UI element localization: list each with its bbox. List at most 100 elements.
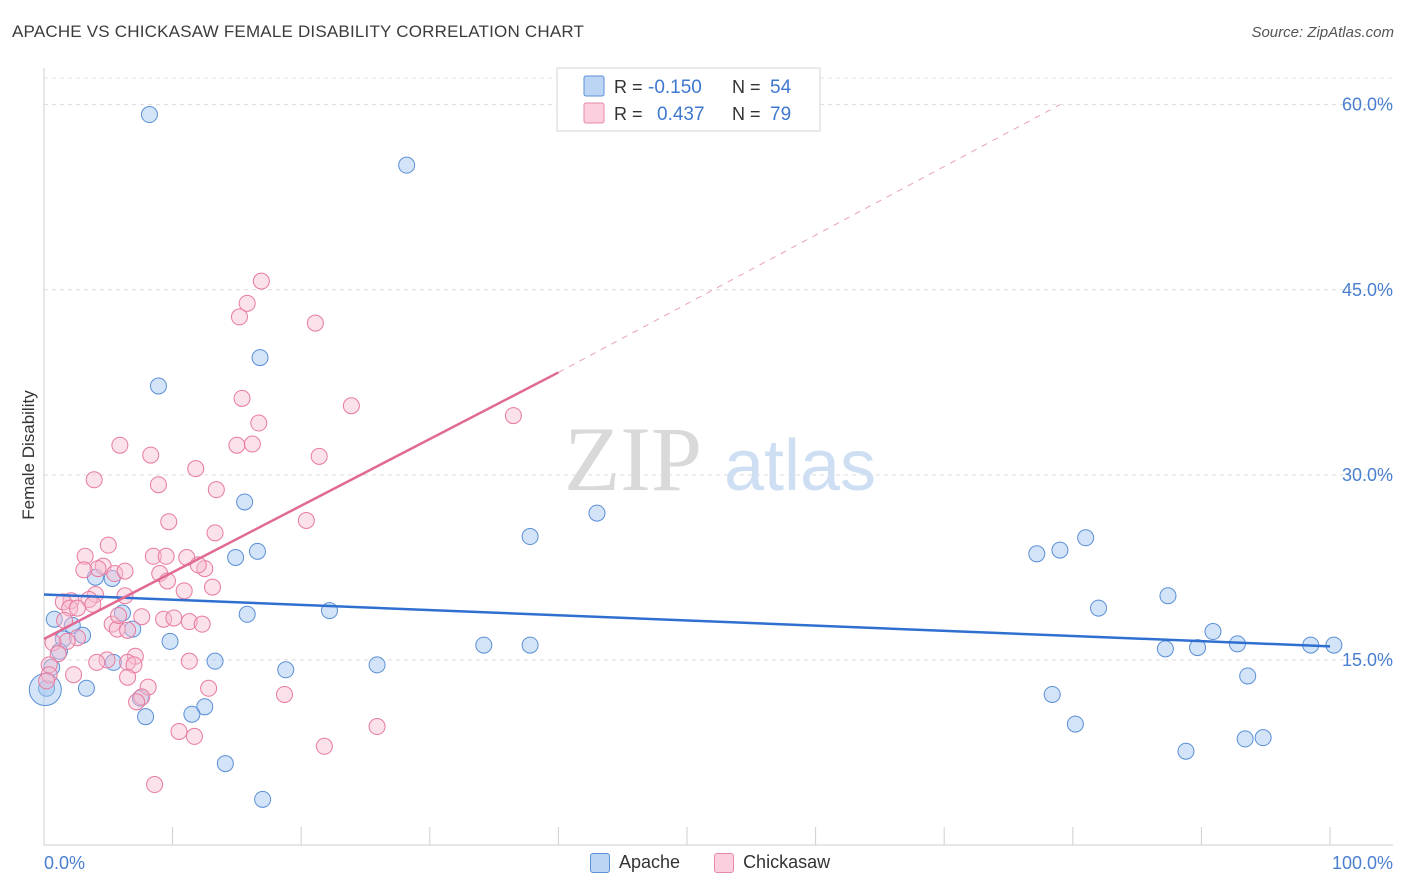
chickasaw-point[interactable] xyxy=(89,560,107,578)
chickasaw-point[interactable] xyxy=(250,414,268,432)
apache-point[interactable] xyxy=(398,156,416,174)
apache-point[interactable] xyxy=(227,549,245,567)
chickasaw-point[interactable] xyxy=(175,582,193,600)
apache-point[interactable] xyxy=(251,349,269,367)
chickasaw-point[interactable] xyxy=(103,615,121,633)
chickasaw-point[interactable] xyxy=(185,727,203,745)
chickasaw-point[interactable] xyxy=(88,653,106,671)
chickasaw-point[interactable] xyxy=(228,436,246,454)
apache-point[interactable] xyxy=(38,679,56,697)
apache-point[interactable] xyxy=(161,632,179,650)
chickasaw-point[interactable] xyxy=(504,407,522,425)
chickasaw-point[interactable] xyxy=(306,314,324,332)
apache-point[interactable] xyxy=(140,106,158,124)
apache-point[interactable] xyxy=(196,698,214,716)
chickasaw-point[interactable] xyxy=(133,688,151,706)
chickasaw-point[interactable] xyxy=(106,565,124,583)
legend-item-chickasaw[interactable]: Chickasaw xyxy=(714,852,830,873)
chickasaw-point[interactable] xyxy=(68,599,86,617)
apache-point[interactable] xyxy=(1028,545,1046,563)
apache-point[interactable] xyxy=(1236,730,1254,748)
chickasaw-point[interactable] xyxy=(275,685,293,703)
chickasaw-point[interactable] xyxy=(297,511,315,529)
chickasaw-point[interactable] xyxy=(180,613,198,631)
chickasaw-point[interactable] xyxy=(139,678,157,696)
apache-point[interactable] xyxy=(1159,587,1177,605)
chickasaw-point[interactable] xyxy=(85,471,103,489)
chickasaw-point[interactable] xyxy=(243,435,261,453)
apache-point[interactable] xyxy=(1204,623,1222,641)
legend-item-apache[interactable]: Apache xyxy=(590,852,680,873)
apache-point[interactable] xyxy=(1066,715,1084,733)
chickasaw-point[interactable] xyxy=(170,722,188,740)
chickasaw-point[interactable] xyxy=(157,547,175,565)
chickasaw-point[interactable] xyxy=(54,593,72,611)
chickasaw-point[interactable] xyxy=(200,679,218,697)
chickasaw-point[interactable] xyxy=(38,672,56,690)
chickasaw-point[interactable] xyxy=(233,389,251,407)
apache-point[interactable] xyxy=(521,528,539,546)
apache-point[interactable] xyxy=(475,636,493,654)
watermark-atlas: atlas xyxy=(724,426,876,506)
apache-point[interactable] xyxy=(588,504,606,522)
apache-point[interactable] xyxy=(103,569,121,587)
apache-point[interactable] xyxy=(149,377,167,395)
apache-point[interactable] xyxy=(368,656,386,674)
apache-point[interactable] xyxy=(1077,529,1095,547)
apache-point[interactable] xyxy=(1239,667,1257,685)
apache-point[interactable] xyxy=(521,636,539,654)
apache-point[interactable] xyxy=(216,755,234,773)
chickasaw-point[interactable] xyxy=(99,536,117,554)
chickasaw-point[interactable] xyxy=(160,513,178,531)
chickasaw-point[interactable] xyxy=(180,652,198,670)
chickasaw-point[interactable] xyxy=(58,632,76,650)
apache-point[interactable] xyxy=(137,708,155,726)
apache-point[interactable] xyxy=(183,705,201,723)
apache-point[interactable] xyxy=(238,605,256,623)
chickasaw-point[interactable] xyxy=(116,562,134,580)
apache-point[interactable] xyxy=(1177,742,1195,760)
chickasaw-point[interactable] xyxy=(142,446,160,464)
chickasaw-point[interactable] xyxy=(368,718,386,736)
apache-point[interactable] xyxy=(1189,639,1207,657)
apache-point[interactable] xyxy=(1156,640,1174,658)
chickasaw-point[interactable] xyxy=(68,629,86,647)
chickasaw-point[interactable] xyxy=(207,481,225,499)
stats-r-value-apache: -0.150 xyxy=(648,77,702,98)
chickasaw-point[interactable] xyxy=(119,621,137,639)
apache-point[interactable] xyxy=(1090,599,1108,617)
chickasaw-point[interactable] xyxy=(133,608,151,626)
apache-point[interactable] xyxy=(277,661,295,679)
chickasaw-point[interactable] xyxy=(252,272,270,290)
apache-point[interactable] xyxy=(77,679,95,697)
chickasaw-point[interactable] xyxy=(110,607,128,624)
chickasaw-point[interactable] xyxy=(119,668,137,686)
chickasaw-point[interactable] xyxy=(203,578,221,596)
apache-point[interactable] xyxy=(1254,729,1272,747)
chickasaw-point[interactable] xyxy=(49,645,67,663)
chickasaw-point[interactable] xyxy=(310,447,328,465)
chickasaw-point[interactable] xyxy=(238,294,256,312)
apache-point[interactable] xyxy=(248,542,266,560)
chickasaw-point[interactable] xyxy=(206,524,224,542)
apache-point[interactable] xyxy=(1043,685,1061,703)
apache-point[interactable] xyxy=(1051,541,1069,559)
chickasaw-point[interactable] xyxy=(315,737,333,755)
apache-point[interactable] xyxy=(254,790,272,808)
chickasaw-point[interactable] xyxy=(187,460,205,478)
chickasaw-point[interactable] xyxy=(149,476,167,494)
chickasaw-point[interactable] xyxy=(230,308,248,326)
chickasaw-point[interactable] xyxy=(165,609,183,627)
apache-point[interactable] xyxy=(206,652,224,670)
chickasaw-point[interactable] xyxy=(65,666,83,684)
chickasaw-point[interactable] xyxy=(128,693,146,711)
chickasaw-point[interactable] xyxy=(98,651,116,669)
chickasaw-point[interactable] xyxy=(342,397,360,415)
chickasaw-point[interactable] xyxy=(75,561,93,579)
apache-point[interactable] xyxy=(236,493,254,511)
chickasaw-point[interactable] xyxy=(144,547,162,565)
chickasaw-point[interactable] xyxy=(146,776,164,794)
chickasaw-point[interactable] xyxy=(193,615,211,633)
chickasaw-point[interactable] xyxy=(76,547,94,565)
chickasaw-point[interactable] xyxy=(111,436,129,454)
